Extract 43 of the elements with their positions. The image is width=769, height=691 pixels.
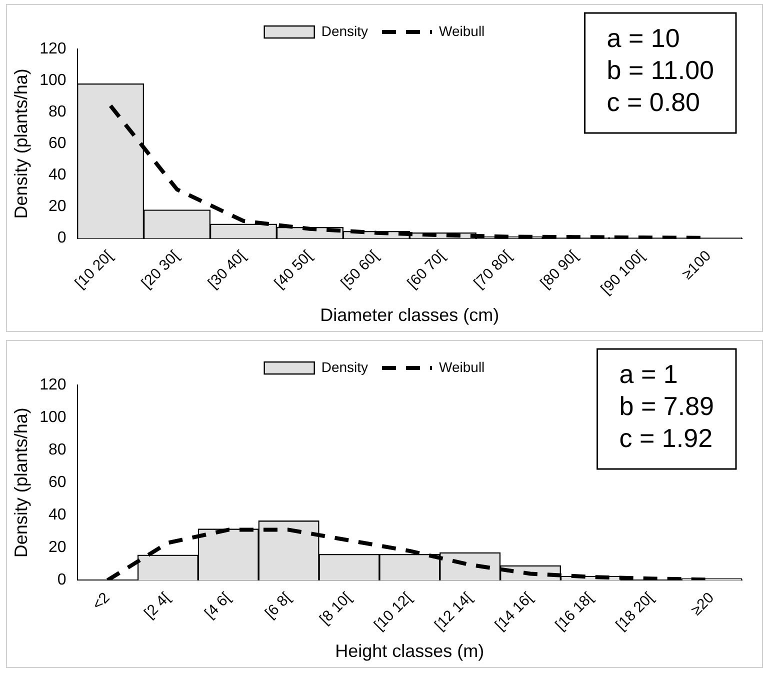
- y-tick-label: 80: [48, 104, 66, 121]
- x-tick-label: [12 14[: [431, 588, 476, 634]
- y-tick-label: 100: [40, 408, 66, 426]
- x-tick-label: [20 30[: [138, 246, 184, 292]
- x-tick-label: [80 90[: [537, 246, 582, 292]
- x-tick-label: [10 12[: [370, 588, 416, 634]
- x-tick-label: [14 16[: [492, 588, 537, 634]
- x-tick-label: [8 10[: [316, 588, 356, 628]
- x-tick-label: [60 70[: [404, 246, 450, 292]
- annotation: a = 1 b = 7.89 c = 1.92: [619, 359, 714, 454]
- y-axis-title: Density (plants/ha): [10, 68, 31, 219]
- y-tick-label: 120: [40, 40, 66, 58]
- x-tick-label: [40 50[: [271, 246, 316, 292]
- x-tick-label: [16 18[: [552, 588, 598, 634]
- x-tick-label: [2 4[: [141, 588, 174, 622]
- x-tick-label: [30 40[: [204, 246, 250, 292]
- y-tick-label: 0: [57, 572, 66, 589]
- x-tick-label: ≥20: [688, 589, 718, 619]
- legend-label: Weibull: [439, 22, 485, 39]
- y-tick-label: 60: [48, 474, 66, 492]
- legend-label: Density: [321, 358, 368, 375]
- y-tick-label: 0: [57, 230, 66, 247]
- y-axis-title: Density (plants/ha): [10, 408, 31, 558]
- y-tick-label: 20: [48, 198, 66, 216]
- x-tick-label: [18 20[: [612, 588, 658, 634]
- x-tick-label: [50 60[: [338, 246, 383, 292]
- y-tick-label: 100: [40, 72, 66, 89]
- x-tick-label: <2: [89, 589, 114, 614]
- x-axis-title: Height classes (m): [335, 641, 484, 662]
- y-tick-label: 20: [48, 539, 66, 556]
- y-tick-label: 40: [48, 506, 66, 524]
- x-tick-label: [70 80[: [470, 246, 516, 292]
- y-tick-label: 60: [48, 135, 66, 152]
- legend-label: Weibull: [439, 358, 485, 375]
- annotation: a = 10 b = 11.00 c = 0.80: [606, 23, 714, 118]
- legend-label: Density: [321, 22, 368, 39]
- y-tick-label: 40: [48, 166, 66, 184]
- x-tick-label: [4 6[: [201, 588, 235, 622]
- x-axis-title: Diameter classes (cm): [320, 305, 500, 326]
- y-tick-label: 80: [48, 441, 66, 458]
- x-tick-label: [6 8[: [262, 588, 296, 622]
- y-tick-label: 120: [40, 376, 66, 394]
- x-tick-label: [10 20[: [72, 246, 117, 292]
